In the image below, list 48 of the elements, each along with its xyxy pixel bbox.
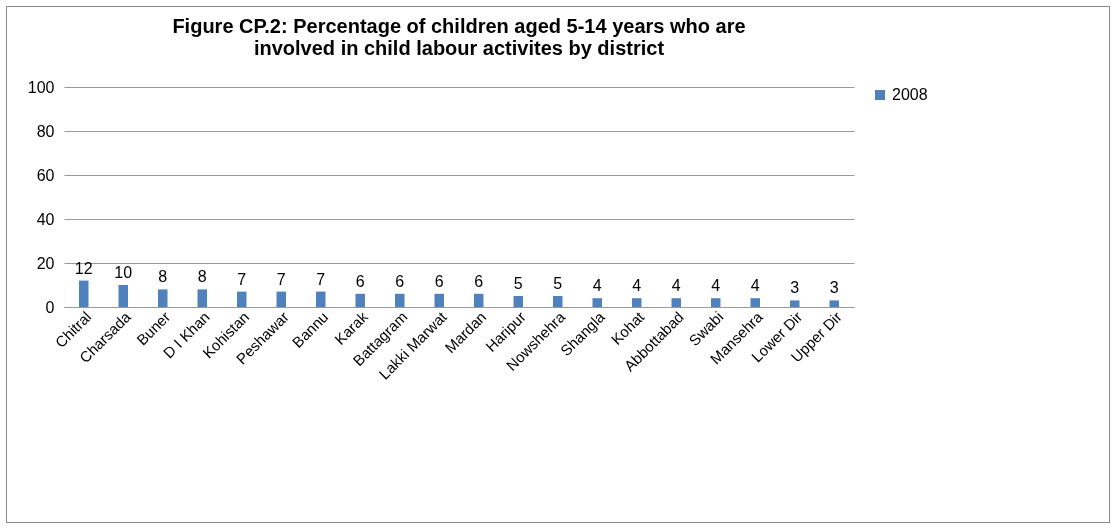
data-label: 6 xyxy=(474,272,484,290)
bar xyxy=(711,298,721,307)
bar xyxy=(395,293,405,307)
data-label: 4 xyxy=(750,277,760,295)
data-label: 12 xyxy=(74,259,93,277)
bar xyxy=(592,298,602,307)
bar xyxy=(118,285,128,307)
data-label: 4 xyxy=(671,277,681,295)
bar xyxy=(158,289,168,307)
data-label: 3 xyxy=(790,279,800,297)
bar xyxy=(790,300,800,307)
bar xyxy=(237,291,247,307)
bar xyxy=(553,296,563,307)
data-label: 4 xyxy=(711,277,721,295)
data-label: 6 xyxy=(355,272,365,290)
bar xyxy=(474,293,484,307)
bar xyxy=(434,293,444,307)
data-label: 4 xyxy=(592,277,602,295)
y-tick-label: 60 xyxy=(36,166,55,184)
bar xyxy=(513,296,523,307)
bar xyxy=(632,298,642,307)
data-label: 7 xyxy=(276,270,286,288)
data-label: 3 xyxy=(829,279,839,297)
data-label: 10 xyxy=(114,264,133,281)
bar xyxy=(829,300,839,307)
bar xyxy=(197,289,207,307)
data-label: 6 xyxy=(434,272,444,290)
bar xyxy=(316,291,326,307)
chart-title: Figure CP.2: Percentage of children aged 5-14 years who are involved in child labour activites by district xyxy=(172,15,746,59)
data-label: 7 xyxy=(316,270,326,288)
data-label: 4 xyxy=(632,277,642,295)
data-label: 6 xyxy=(395,272,405,290)
bar xyxy=(79,280,89,307)
y-tick-label: 80 xyxy=(36,122,55,140)
y-tick-label: 20 xyxy=(36,254,55,272)
bar xyxy=(671,298,681,307)
data-label: 8 xyxy=(158,268,168,286)
bar xyxy=(276,291,286,307)
bar xyxy=(750,298,760,307)
legend-label: 2008 xyxy=(892,86,928,103)
data-label: 8 xyxy=(197,268,207,286)
bar xyxy=(355,293,365,307)
y-tick-label: 0 xyxy=(45,298,55,316)
data-label: 5 xyxy=(553,275,563,292)
data-label: 7 xyxy=(237,270,247,288)
data-label: 5 xyxy=(513,275,523,292)
y-tick-label: 100 xyxy=(27,78,55,96)
y-tick-label: 40 xyxy=(36,210,55,228)
